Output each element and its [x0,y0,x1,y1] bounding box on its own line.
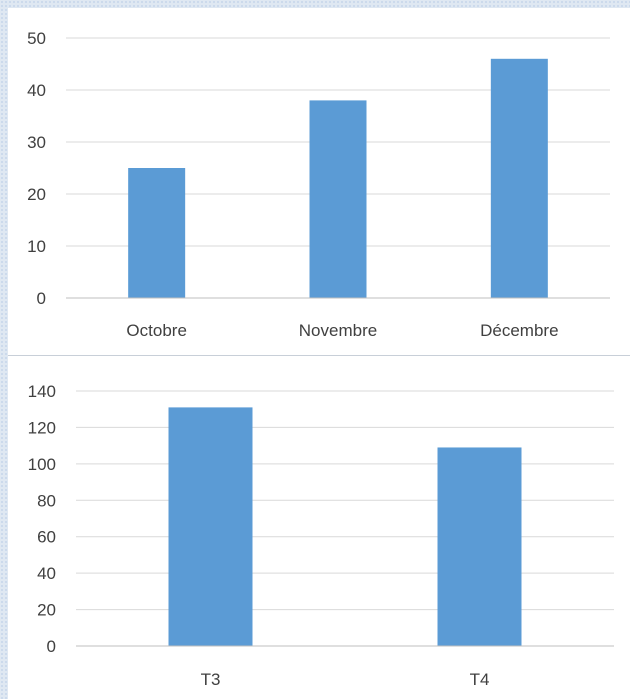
y-tick-label: 50 [27,29,46,48]
x-category-label: Novembre [299,321,377,340]
y-tick-label: 120 [28,418,56,437]
bar-t4 [437,447,522,646]
y-tick-label: 40 [37,564,56,583]
chart-monthly: 0 10 20 30 40 50 Octobre Novembre Décembre [27,29,610,340]
bar-octobre [128,168,186,298]
y-tick-label: 40 [27,81,46,100]
bar-novembre [309,100,367,299]
x-category-label: Octobre [126,321,186,340]
y-tick-label: 80 [37,491,56,510]
y-tick-label: 0 [37,289,46,308]
x-category-label: T4 [470,670,490,689]
y-tick-label: 20 [37,601,56,620]
chart-quarterly: 0 20 40 60 80 100 120 140 T3 T4 [28,382,614,689]
y-tick-label: 140 [28,382,56,401]
bar-d-cembre [490,58,548,298]
y-tick-label: 20 [27,185,46,204]
y-tick-label: 30 [27,133,46,152]
x-category-label: Décembre [480,321,558,340]
y-tick-label: 60 [37,528,56,547]
bar-t3 [168,407,253,646]
chart-panel-quarterly [8,358,630,699]
x-category-label: T3 [201,670,221,689]
y-tick-label: 100 [28,455,56,474]
y-tick-label: 0 [47,637,56,656]
panel-divider [8,355,630,358]
y-tick-label: 10 [27,237,46,256]
